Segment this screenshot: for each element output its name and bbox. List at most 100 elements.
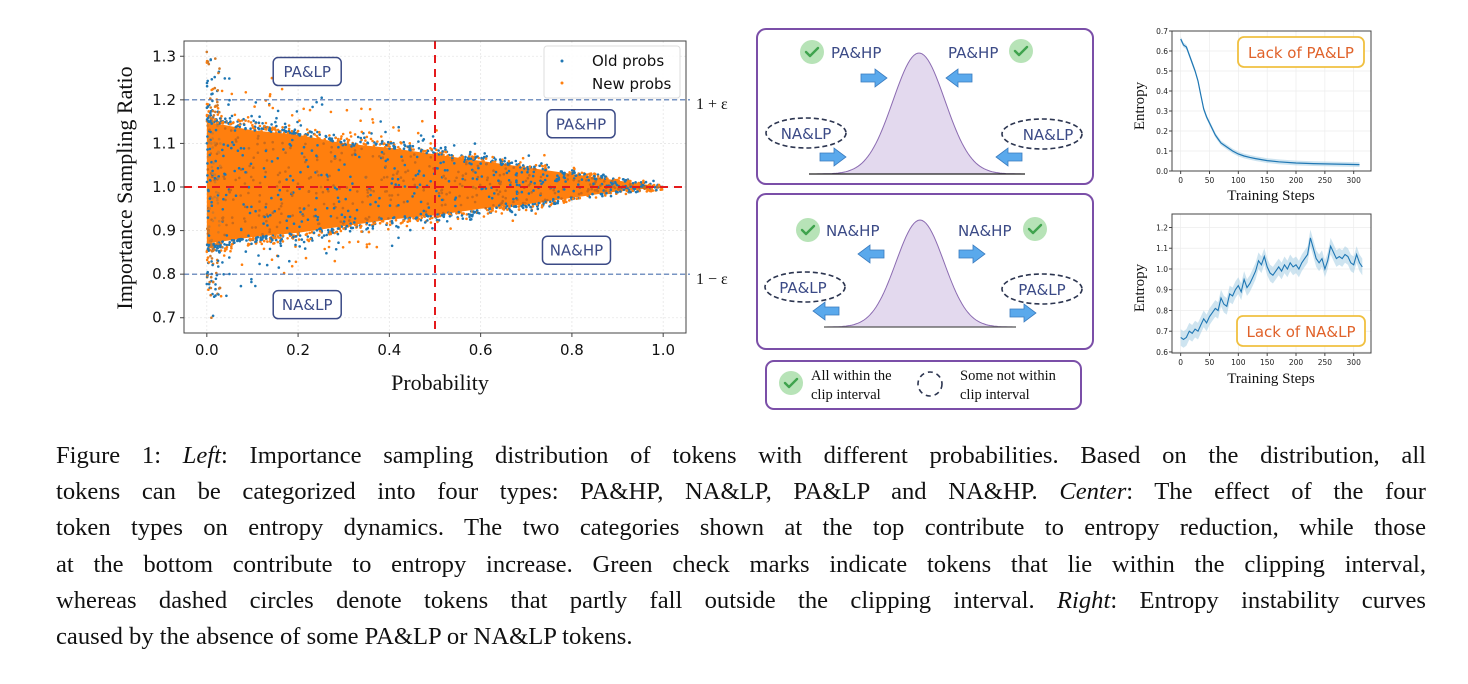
old-probs-point — [341, 206, 345, 210]
new-probs-outlier — [371, 118, 374, 121]
low-prob-point — [208, 207, 211, 210]
old-probs-outlier — [480, 156, 483, 160]
old-probs-point — [502, 172, 506, 176]
low-prob-point — [216, 166, 220, 170]
old-probs-point — [317, 174, 320, 177]
old-probs-point — [387, 217, 390, 220]
old-probs-point — [448, 191, 452, 194]
new-probs-point — [482, 159, 485, 163]
new-probs-outlier — [239, 284, 243, 288]
old-probs-point — [316, 144, 319, 147]
old-probs-point — [353, 221, 356, 224]
old-probs-point — [386, 158, 390, 161]
old-probs-point — [228, 241, 231, 244]
old-probs-point — [256, 137, 260, 140]
old-probs-point — [396, 170, 400, 173]
new-probs-point — [535, 203, 539, 206]
y-tick-label: 0.7 — [1156, 327, 1168, 336]
new-probs-outlier — [205, 81, 209, 85]
old-probs-point — [458, 194, 461, 198]
old-probs-point — [402, 147, 406, 150]
old-probs-point — [444, 146, 447, 149]
old-probs-point — [612, 185, 616, 189]
old-probs-point — [645, 190, 649, 193]
new-probs-point — [284, 130, 288, 133]
legend-label-old-probs: Old probs — [592, 52, 664, 70]
old-probs-point — [440, 203, 444, 207]
old-probs-point — [504, 189, 507, 193]
new-probs-point — [251, 123, 254, 127]
old-probs-point — [417, 169, 421, 173]
old-probs-point — [474, 171, 477, 174]
caption-left-label: Left — [182, 442, 221, 469]
old-probs-point — [390, 194, 394, 197]
old-probs-point — [468, 162, 471, 165]
old-probs-point — [404, 217, 407, 220]
old-probs-point — [371, 139, 374, 143]
old-probs-point — [494, 170, 498, 174]
new-probs-outlier — [250, 114, 253, 118]
old-probs-point — [492, 204, 495, 207]
old-probs-point — [314, 208, 317, 211]
old-probs-outlier — [409, 228, 412, 232]
old-probs-point — [453, 198, 457, 201]
token-label: PA&HP — [831, 44, 881, 62]
old-probs-point — [385, 175, 389, 179]
old-probs-point — [474, 187, 478, 190]
old-probs-point — [544, 200, 547, 204]
dashed-circle-icon — [1001, 118, 1083, 150]
old-probs-outlier — [308, 108, 312, 112]
old-probs-point — [440, 191, 444, 195]
old-probs-point — [269, 130, 273, 133]
old-probs-point — [325, 173, 329, 177]
old-probs-point — [369, 188, 373, 192]
new-probs-point — [408, 148, 411, 152]
old-probs-point — [346, 209, 350, 213]
old-probs-point — [289, 144, 293, 147]
old-probs-point — [262, 167, 266, 170]
legend-marker-old-probs — [560, 59, 564, 63]
legend-label-new-probs: New probs — [592, 75, 672, 93]
old-probs-point — [643, 187, 646, 190]
old-probs-point — [465, 217, 468, 221]
new-probs-point — [287, 124, 291, 127]
caption-line-3: token types on entropy dynamics. The two… — [56, 514, 1426, 542]
low-prob-point — [213, 176, 217, 180]
old-probs-point — [572, 178, 575, 182]
old-probs-point — [223, 127, 227, 130]
old-probs-point — [436, 220, 439, 224]
old-probs-point — [518, 184, 521, 187]
low-prob-point — [211, 219, 215, 223]
low-prob-point — [207, 230, 210, 233]
old-probs-point — [385, 222, 389, 225]
old-probs-point — [350, 145, 353, 148]
old-probs-point — [307, 177, 311, 180]
old-probs-point — [440, 198, 444, 202]
old-probs-point — [425, 151, 429, 155]
old-probs-point — [349, 222, 352, 225]
low-prob-point — [213, 216, 217, 220]
old-probs-point — [652, 183, 656, 187]
old-probs-point — [515, 163, 518, 166]
old-probs-point — [560, 170, 564, 173]
new-probs-point — [445, 220, 449, 223]
new-probs-point — [615, 190, 618, 194]
old-probs-point — [233, 129, 237, 132]
old-probs-point — [532, 170, 536, 174]
old-probs-outlier — [355, 143, 359, 146]
new-probs-outlier — [230, 92, 234, 96]
old-probs-point — [262, 239, 266, 243]
old-probs-point — [423, 221, 427, 224]
new-probs-outlier — [303, 247, 307, 250]
arrow-left-icon — [995, 147, 1023, 167]
old-probs-point — [439, 161, 443, 165]
new-probs-point — [588, 195, 592, 199]
entropy-ticks: 0 50 100 150 200 250 300 0.0 0.1 0.2 0.3 0.4 0.5 0.6 0… — [1156, 27, 1361, 185]
old-probs-point — [249, 127, 252, 130]
low-prob-point — [212, 114, 216, 117]
old-probs-point — [624, 192, 628, 196]
low-prob-point — [213, 180, 217, 184]
old-probs-point — [315, 170, 319, 173]
old-probs-point — [508, 161, 512, 165]
low-prob-point — [209, 275, 213, 279]
